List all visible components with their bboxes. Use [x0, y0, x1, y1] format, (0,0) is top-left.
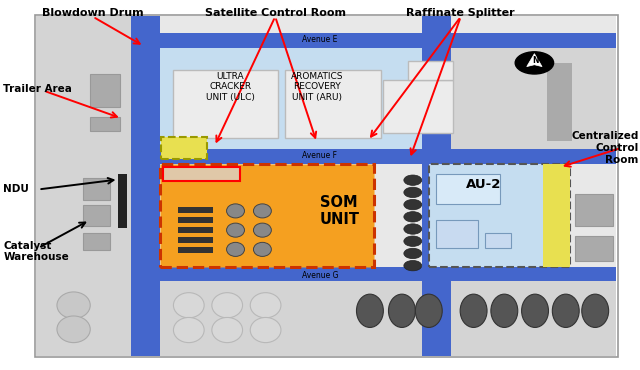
- Circle shape: [404, 224, 422, 234]
- Bar: [547, 63, 572, 141]
- Bar: [160, 281, 422, 356]
- Polygon shape: [527, 54, 542, 67]
- Text: Catalyst
Warehouse: Catalyst Warehouse: [3, 241, 69, 262]
- Bar: [131, 16, 160, 356]
- Bar: [161, 137, 207, 159]
- Text: NDU: NDU: [3, 184, 29, 194]
- Bar: [178, 217, 213, 223]
- Bar: [383, 80, 453, 133]
- Circle shape: [515, 52, 554, 74]
- Bar: [90, 117, 120, 131]
- Circle shape: [404, 212, 422, 222]
- Ellipse shape: [253, 204, 271, 218]
- Bar: [36, 281, 131, 356]
- Ellipse shape: [212, 293, 243, 318]
- Bar: [451, 48, 616, 149]
- Text: Centralized
Control
Room: Centralized Control Room: [572, 131, 639, 165]
- Ellipse shape: [253, 223, 271, 237]
- Bar: [173, 70, 278, 138]
- Ellipse shape: [227, 242, 244, 256]
- Ellipse shape: [212, 317, 243, 343]
- Ellipse shape: [173, 293, 204, 318]
- Bar: [285, 70, 381, 138]
- Bar: [408, 61, 453, 80]
- Bar: [160, 48, 422, 149]
- Text: Avenue F: Avenue F: [303, 151, 337, 159]
- Text: Blowdown Drum: Blowdown Drum: [42, 8, 143, 18]
- Ellipse shape: [227, 204, 244, 218]
- Bar: [83, 205, 110, 226]
- Text: AU-2: AU-2: [465, 178, 501, 192]
- Ellipse shape: [491, 294, 518, 327]
- Bar: [178, 207, 213, 213]
- Bar: [575, 236, 613, 261]
- Bar: [160, 164, 374, 267]
- Bar: [422, 16, 451, 356]
- Text: N: N: [532, 56, 539, 65]
- Ellipse shape: [253, 242, 271, 256]
- Bar: [36, 33, 616, 48]
- Text: Raffinate Splitter: Raffinate Splitter: [406, 8, 515, 18]
- Bar: [485, 233, 511, 248]
- Bar: [36, 16, 131, 356]
- Bar: [178, 227, 213, 233]
- Ellipse shape: [250, 317, 281, 343]
- Bar: [436, 174, 500, 204]
- Bar: [36, 149, 616, 164]
- Ellipse shape: [460, 294, 487, 327]
- Bar: [118, 174, 127, 228]
- Text: Avenue E: Avenue E: [302, 35, 338, 44]
- Bar: [178, 247, 213, 253]
- Circle shape: [404, 260, 422, 271]
- Bar: [429, 164, 570, 267]
- Ellipse shape: [57, 316, 90, 343]
- Text: Avenue G: Avenue G: [301, 271, 339, 280]
- Text: SOM
UNIT: SOM UNIT: [319, 195, 359, 227]
- Circle shape: [404, 175, 422, 185]
- Bar: [543, 164, 570, 267]
- Circle shape: [404, 236, 422, 246]
- Bar: [451, 281, 616, 356]
- Ellipse shape: [388, 294, 415, 327]
- Bar: [178, 237, 213, 243]
- Bar: [83, 178, 110, 200]
- Ellipse shape: [552, 294, 579, 327]
- Circle shape: [404, 199, 422, 210]
- Ellipse shape: [522, 294, 548, 327]
- Ellipse shape: [250, 293, 281, 318]
- Ellipse shape: [173, 317, 204, 343]
- Bar: [90, 74, 120, 107]
- Bar: [83, 233, 110, 250]
- Circle shape: [404, 187, 422, 198]
- Ellipse shape: [415, 294, 442, 327]
- Bar: [451, 164, 477, 267]
- Bar: [36, 267, 616, 281]
- Text: Satellite Control Room: Satellite Control Room: [205, 8, 346, 18]
- Circle shape: [404, 248, 422, 259]
- Ellipse shape: [356, 294, 383, 327]
- Text: ULTRA
CRACKER
UNIT (ULC): ULTRA CRACKER UNIT (ULC): [206, 72, 255, 102]
- Bar: [575, 194, 613, 226]
- Bar: [36, 164, 131, 267]
- Ellipse shape: [582, 294, 609, 327]
- Text: AROMATICS
RECOVERY
UNIT (ARU): AROMATICS RECOVERY UNIT (ARU): [291, 72, 343, 102]
- Text: Trailer Area: Trailer Area: [3, 84, 72, 94]
- Ellipse shape: [227, 223, 244, 237]
- Bar: [436, 220, 478, 248]
- Ellipse shape: [57, 292, 90, 319]
- Bar: [163, 167, 240, 181]
